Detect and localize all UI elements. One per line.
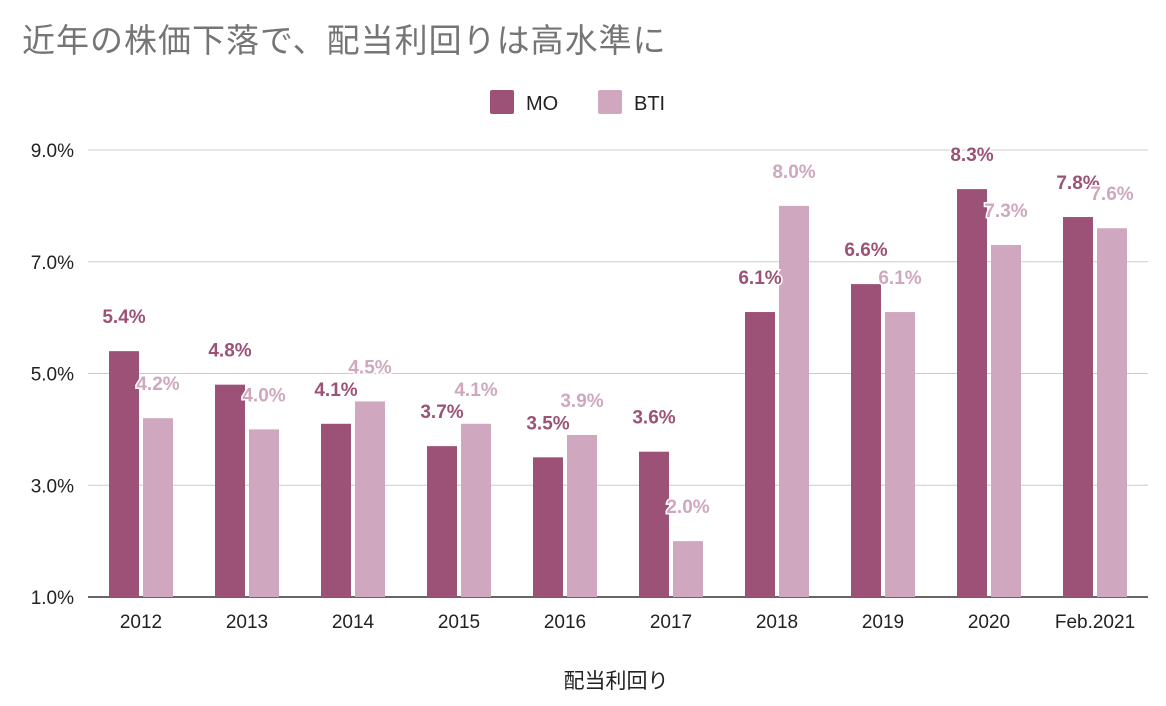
bar-mo-2016[interactable] [533, 457, 563, 597]
x-tick-label: 2015 [438, 612, 480, 633]
bar-bti-2017[interactable] [673, 541, 703, 597]
legend-label: MO [526, 93, 558, 115]
data-label: 3.6% [632, 408, 675, 429]
bar-bti-2016[interactable] [567, 434, 597, 597]
x-tick-label: 2019 [862, 612, 904, 633]
data-label: 3.5% [526, 413, 569, 434]
legend-label: BTI [634, 93, 665, 115]
bar-bti-2018[interactable] [779, 205, 809, 597]
data-label: 6.6% [844, 240, 887, 261]
bar-bti-2013[interactable] [249, 429, 279, 597]
bar-mo-2020[interactable] [957, 189, 987, 598]
x-tick-label: 2016 [544, 612, 586, 633]
bar-mo-2019[interactable] [851, 284, 881, 597]
legend-swatch [490, 90, 514, 114]
data-label: 4.0% [242, 385, 285, 406]
data-label: 6.1% [878, 268, 921, 289]
bar-mo-2015[interactable] [427, 446, 457, 597]
x-tick-label: 2017 [650, 612, 692, 633]
y-tick-label: 9.0% [31, 141, 74, 162]
data-label: 4.8% [208, 341, 251, 362]
data-label: 4.1% [454, 380, 497, 401]
bar-bti-2014[interactable] [355, 401, 385, 597]
x-tick-label: 2020 [968, 612, 1010, 633]
x-tick-label: 2012 [120, 612, 162, 633]
legend-item-mo[interactable]: MO [490, 90, 558, 115]
data-labels: 5.4%4.2%4.8%4.0% 4.1%4.5%3.7%4.1%3.5%3.9%… [101, 144, 1135, 520]
data-label: 7.6% [1090, 184, 1133, 205]
data-label: 7.8% [1056, 173, 1099, 194]
legend-swatch [598, 90, 622, 114]
legend[interactable]: MO BTI [490, 90, 665, 115]
bars [109, 189, 1127, 598]
x-axis-title: 配当利回り [564, 669, 669, 693]
bar-bti-feb-2021[interactable] [1097, 228, 1127, 597]
bar-bti-2019[interactable] [885, 312, 915, 597]
bar-mo-2018[interactable] [745, 312, 775, 597]
chart-title: 近年の株価下落で、配当利回りは高水準に [22, 21, 667, 60]
data-label: 3.7% [420, 402, 463, 423]
x-tick-label: 2013 [226, 612, 268, 633]
data-label: 4.5% [348, 357, 391, 378]
x-tick-label: 2014 [332, 612, 375, 633]
data-label: 8.3% [950, 145, 993, 166]
bar-mo-feb-2021[interactable] [1063, 217, 1093, 598]
data-label: 7.3% [984, 201, 1027, 222]
data-label: 3.9% [560, 391, 603, 412]
data-label: 4.1% [314, 380, 357, 401]
bar-mo-2012[interactable] [109, 351, 139, 597]
data-label: 2.0% [666, 497, 709, 518]
data-label: 5.4% [102, 307, 145, 328]
bar-mo-2017[interactable] [639, 451, 669, 597]
data-label: 6.1% [738, 268, 781, 289]
legend-item-bti[interactable]: BTI [598, 90, 665, 115]
bar-bti-2020[interactable] [991, 244, 1021, 598]
y-tick-label: 1.0% [31, 588, 74, 609]
data-label: 4.2% [136, 374, 179, 395]
y-tick-label: 3.0% [31, 476, 74, 497]
y-tick-label: 5.0% [31, 365, 74, 386]
bar-bti-2015[interactable] [461, 423, 491, 597]
data-label: 8.0% [772, 162, 815, 183]
axes: 1.0% 3.0% 5.0% 7.0% 9.0% 2012 2013 2014 2015 2016… [31, 141, 1135, 633]
bar-mo-2014[interactable] [321, 423, 351, 597]
bar-bti-2012[interactable] [143, 418, 173, 597]
y-tick-label: 7.0% [31, 253, 74, 274]
x-tick-label: 2018 [756, 612, 798, 633]
x-tick-label: Feb.2021 [1055, 612, 1135, 633]
bar-mo-2013[interactable] [215, 384, 245, 597]
